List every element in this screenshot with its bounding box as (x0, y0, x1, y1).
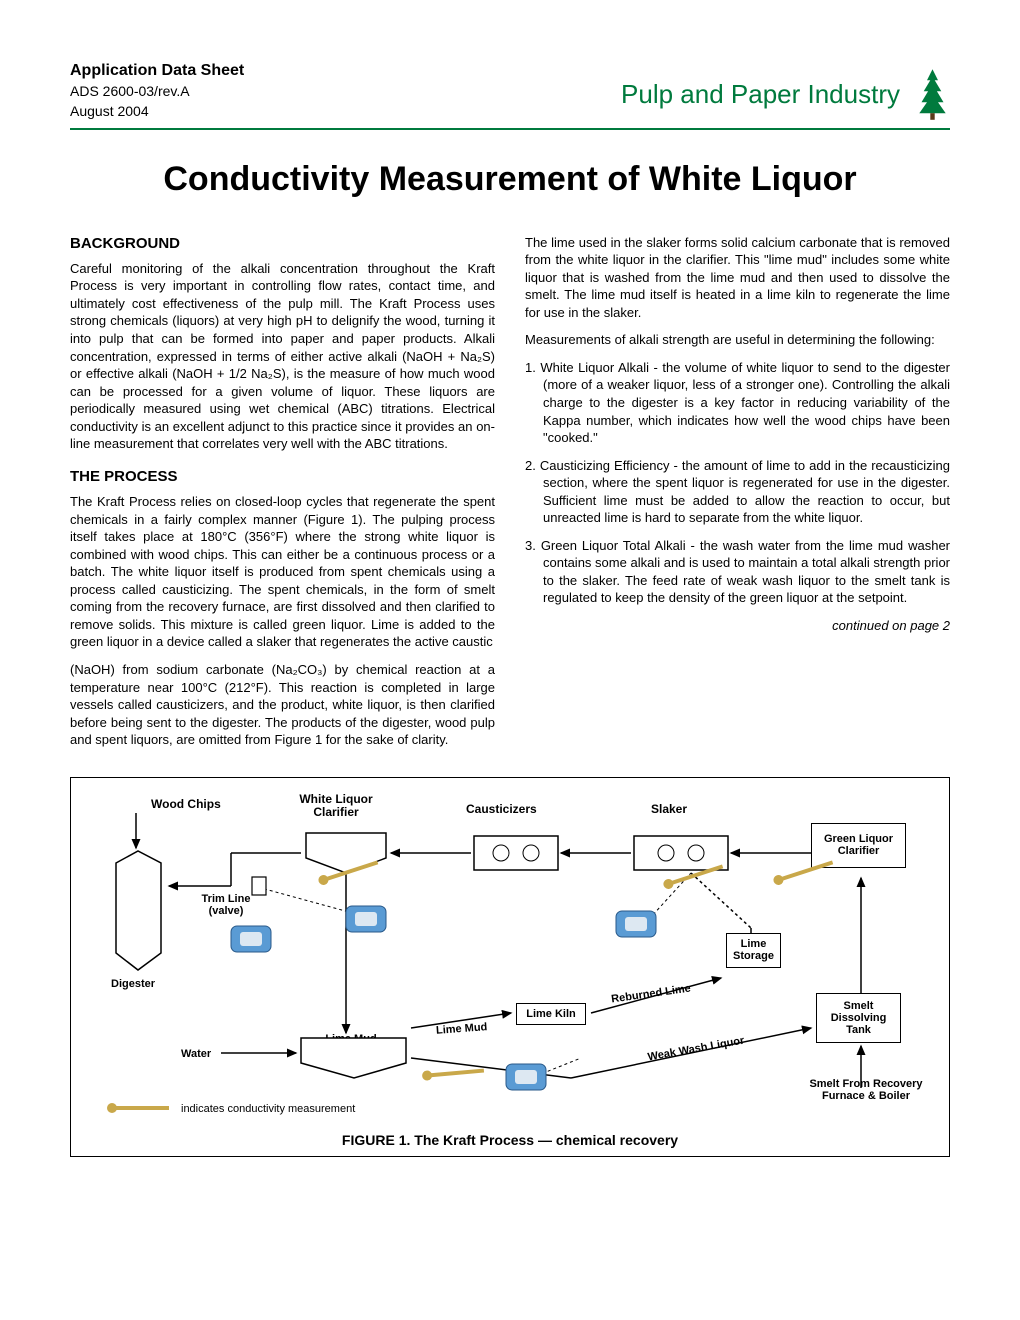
lime-mud-washer-vessel (296, 1033, 411, 1083)
left-column: BACKGROUND Careful monitoring of the alk… (70, 234, 495, 759)
probe-legend-icon (106, 1103, 176, 1113)
slaker-label: Slaker (651, 803, 687, 816)
causticizers-label: Causticizers (466, 803, 537, 816)
wood-chips-label: Wood Chips (151, 798, 221, 811)
continued-label: continued on page 2 (525, 617, 950, 635)
process-diagram: Wood Chips White Liquor Clarifier Causti… (70, 777, 950, 1157)
page-title: Conductivity Measurement of White Liquor (70, 160, 950, 199)
measurements-intro: Measurements of alkali strength are usef… (525, 331, 950, 349)
trim-valve-icon (249, 874, 269, 898)
item-1: 1. White Liquor Alkali - the volume of w… (525, 359, 950, 447)
header-left: Application Data Sheet ADS 2600-03/rev.A… (70, 60, 244, 122)
item-3: 3. Green Liquor Total Alkali - the wash … (525, 537, 950, 607)
tree-icon (915, 67, 950, 122)
col2-p1: The lime used in the slaker forms solid … (525, 234, 950, 322)
process-head: THE PROCESS (70, 467, 495, 487)
smelt-tank-box: Smelt Dissolving Tank (816, 993, 901, 1043)
digester-vessel (106, 848, 171, 973)
causticizers-vessel (471, 833, 561, 873)
transmitter-icon (341, 898, 391, 938)
header-right: Pulp and Paper Industry (621, 67, 950, 122)
water-label: Water (181, 1048, 211, 1060)
item-2: 2. Causticizing Efficiency - the amount … (525, 457, 950, 527)
transmitter-icon (226, 918, 276, 958)
process-p1: The Kraft Process relies on closed-loop … (70, 493, 495, 651)
smelt-from-label: Smelt From Recovery Furnace & Boiler (791, 1078, 941, 1102)
background-head: BACKGROUND (70, 234, 495, 254)
lime-storage-box: Lime Storage (726, 933, 781, 968)
transmitter-icon (611, 903, 661, 943)
lime-kiln-box: Lime Kiln (516, 1003, 586, 1025)
header: Application Data Sheet ADS 2600-03/rev.A… (70, 60, 950, 130)
background-p1: Careful monitoring of the alkali concent… (70, 260, 495, 453)
process-p2: (NaOH) from sodium carbonate (Na₂CO₃) by… (70, 661, 495, 749)
body-columns: BACKGROUND Careful monitoring of the alk… (70, 234, 950, 759)
right-column: The lime used in the slaker forms solid … (525, 234, 950, 759)
white-liquor-clarifier-label: White Liquor Clarifier (286, 793, 386, 819)
transmitter-icon (501, 1056, 551, 1096)
digester-label: Digester (111, 978, 155, 990)
sheet-label: Application Data Sheet (70, 60, 244, 82)
doc-id: ADS 2600-03/rev.A (70, 82, 244, 102)
legend-text: indicates conductivity measurement (181, 1103, 355, 1115)
industry-label: Pulp and Paper Industry (621, 79, 900, 110)
figure-caption: FIGURE 1. The Kraft Process — chemical r… (71, 1132, 949, 1148)
date: August 2004 (70, 102, 244, 122)
